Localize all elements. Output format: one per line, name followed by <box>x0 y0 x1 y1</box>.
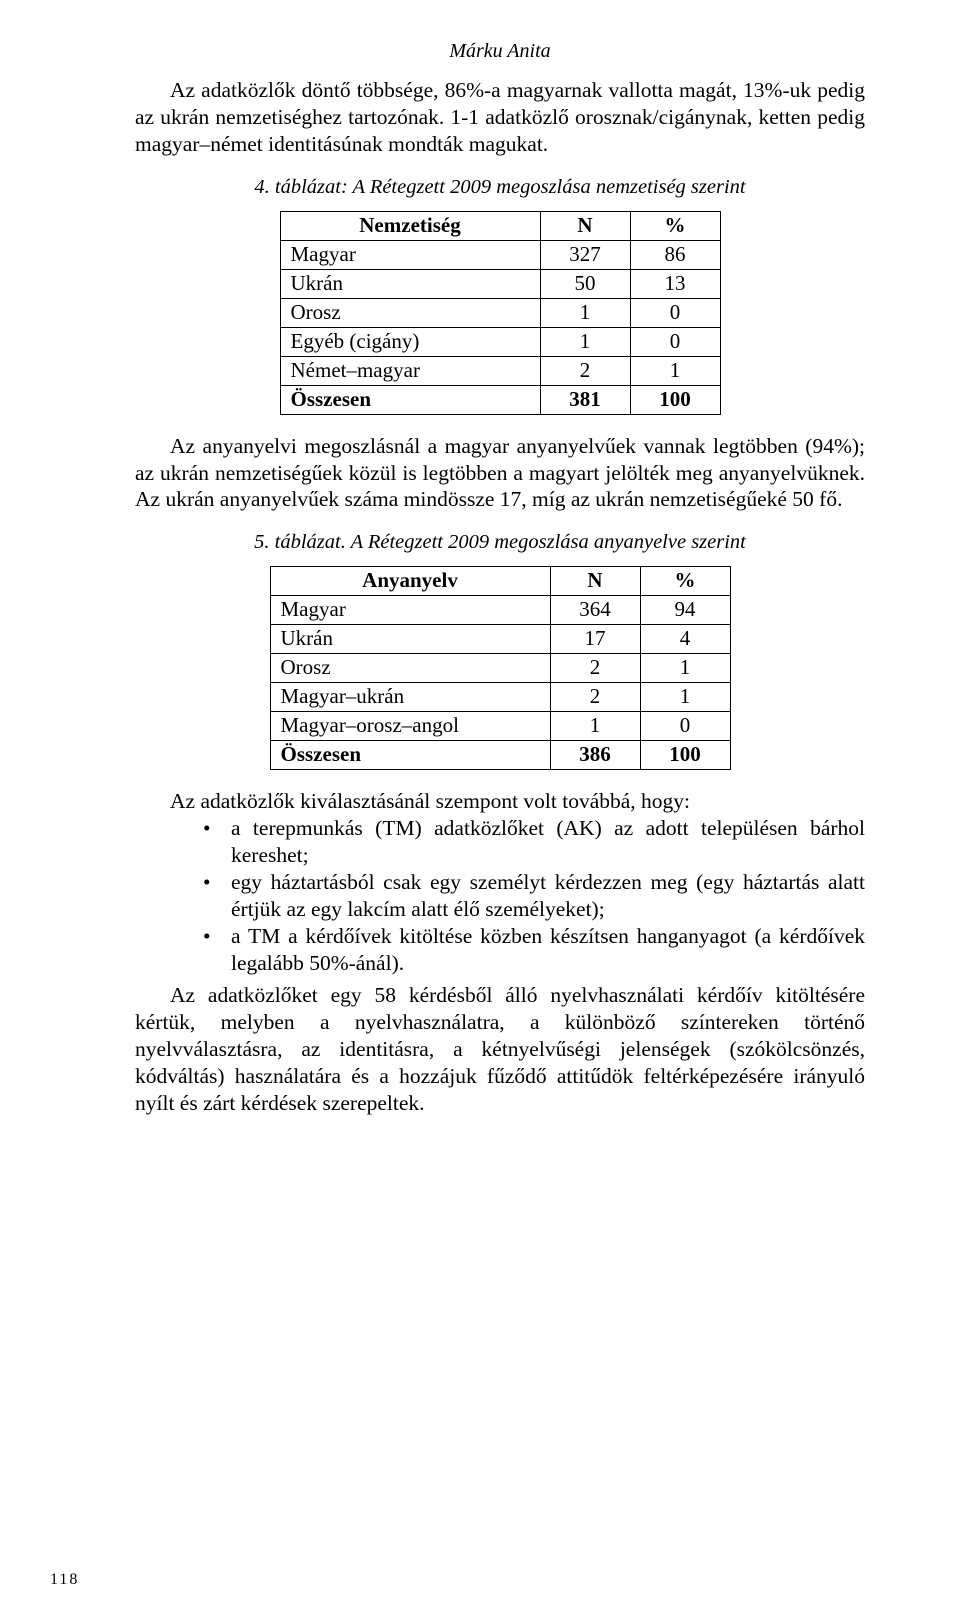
cell-pct: 4 <box>640 625 730 654</box>
cell-pct: 13 <box>630 269 720 298</box>
table4-total-row: Összesen 381 100 <box>280 385 720 414</box>
cell-label: Magyar–ukrán <box>270 683 550 712</box>
page-number: 118 <box>50 1571 79 1589</box>
table-row: Orosz 2 1 <box>270 654 730 683</box>
cell-pct: 100 <box>640 741 730 770</box>
list-item: a TM a kérdőívek kitöltése közben készít… <box>203 923 865 977</box>
running-head: Márku Anita <box>135 40 865 63</box>
table-row: Magyar–ukrán 2 1 <box>270 683 730 712</box>
cell-n: 364 <box>550 596 640 625</box>
cell-n: 1 <box>550 712 640 741</box>
table4-body: Magyar 327 86 Ukrán 50 13 Orosz 1 0 Egyé… <box>280 240 720 414</box>
table-row: Ukrán 17 4 <box>270 625 730 654</box>
cell-label: Összesen <box>280 385 540 414</box>
table5-header-label: Anyanyelv <box>270 567 550 596</box>
paragraph-2: Az anyanyelvi megoszlásnál a magyar anya… <box>135 433 865 514</box>
paragraph-1: Az adatközlők döntő többsége, 86%-a magy… <box>135 77 865 158</box>
cell-pct: 0 <box>640 712 730 741</box>
cell-label: Orosz <box>270 654 550 683</box>
cell-n: 327 <box>540 240 630 269</box>
cell-n: 2 <box>550 683 640 712</box>
table5-body: Magyar 364 94 Ukrán 17 4 Orosz 2 1 Magya… <box>270 596 730 770</box>
cell-n: 1 <box>540 327 630 356</box>
table5-header-pct: % <box>640 567 730 596</box>
cell-label: Magyar–orosz–angol <box>270 712 550 741</box>
cell-label: Összesen <box>270 741 550 770</box>
table-row: Magyar 364 94 <box>270 596 730 625</box>
table4-header-n: N <box>540 211 630 240</box>
table4-header-row: Nemzetiség N % <box>280 211 720 240</box>
cell-pct: 1 <box>640 654 730 683</box>
table5-total-row: Összesen 386 100 <box>270 741 730 770</box>
table-row: Egyéb (cigány) 1 0 <box>280 327 720 356</box>
cell-n: 381 <box>540 385 630 414</box>
table-row: Német–magyar 2 1 <box>280 356 720 385</box>
cell-label: Német–magyar <box>280 356 540 385</box>
bullet-list: a terepmunkás (TM) adatközlőket (AK) az … <box>135 815 865 976</box>
cell-n: 386 <box>550 741 640 770</box>
cell-label: Ukrán <box>280 269 540 298</box>
cell-pct: 1 <box>630 356 720 385</box>
cell-pct: 100 <box>630 385 720 414</box>
cell-n: 17 <box>550 625 640 654</box>
cell-label: Magyar <box>280 240 540 269</box>
cell-pct: 94 <box>640 596 730 625</box>
table4-caption: 4. táblázat: A Rétegzett 2009 megoszlása… <box>135 176 865 199</box>
cell-pct: 0 <box>630 327 720 356</box>
cell-label: Ukrán <box>270 625 550 654</box>
cell-n: 50 <box>540 269 630 298</box>
table5: Anyanyelv N % Magyar 364 94 Ukrán 17 4 O… <box>270 566 731 770</box>
cell-label: Magyar <box>270 596 550 625</box>
table-row: Magyar–orosz–angol 1 0 <box>270 712 730 741</box>
table4-header-pct: % <box>630 211 720 240</box>
cell-label: Egyéb (cigány) <box>280 327 540 356</box>
table5-header-n: N <box>550 567 640 596</box>
list-item: egy háztartásból csak egy személyt kérde… <box>203 869 865 923</box>
table5-header-row: Anyanyelv N % <box>270 567 730 596</box>
table5-caption: 5. táblázat. A Rétegzett 2009 megoszlása… <box>135 531 865 554</box>
table-row: Ukrán 50 13 <box>280 269 720 298</box>
paper-page: Márku Anita Az adatközlők döntő többsége… <box>0 0 960 1609</box>
table4-header-label: Nemzetiség <box>280 211 540 240</box>
cell-pct: 1 <box>640 683 730 712</box>
cell-pct: 86 <box>630 240 720 269</box>
cell-label: Orosz <box>280 298 540 327</box>
table-row: Orosz 1 0 <box>280 298 720 327</box>
cell-n: 2 <box>550 654 640 683</box>
table4: Nemzetiség N % Magyar 327 86 Ukrán 50 13… <box>280 211 721 415</box>
cell-pct: 0 <box>630 298 720 327</box>
table-row: Magyar 327 86 <box>280 240 720 269</box>
cell-n: 2 <box>540 356 630 385</box>
cell-n: 1 <box>540 298 630 327</box>
list-item: a terepmunkás (TM) adatközlőket (AK) az … <box>203 815 865 869</box>
paragraph-3-lead: Az adatközlők kiválasztásánál szempont v… <box>135 788 865 815</box>
paragraph-4: Az adatközlőket egy 58 kérdésből álló ny… <box>135 982 865 1116</box>
